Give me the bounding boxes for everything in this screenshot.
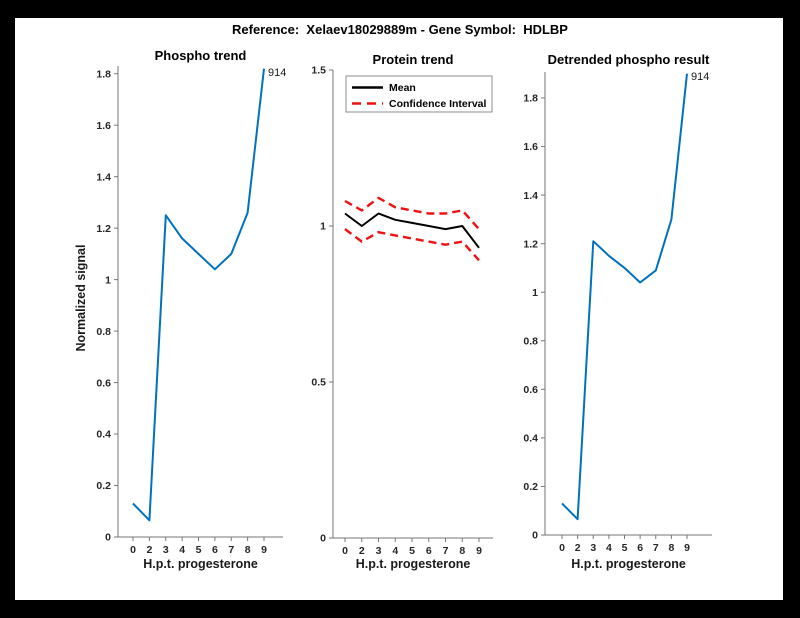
phospho-trend-chart: 00.20.40.60.811.21.41.61.80 2 3 4 5 6 7 8 9 — [96, 66, 283, 556]
figure-panel: 0 0.2 0.4 0.6 0.8 1 1.2 1.4 1.6 1.8 0 2 3 4 5 6 7 8 9 0 0.5… — [15, 18, 783, 600]
y-tick-label: 1 — [320, 221, 326, 233]
x-axis-label: H.p.t. progesterone — [356, 557, 471, 571]
x-tick-label: 2 — [575, 542, 581, 554]
detrended-phospho-chart: 00.20.40.60.811.21.41.61.80 2 3 4 5 6 7 8 9 — [523, 72, 712, 554]
y-tick-label: 0.8 — [523, 335, 538, 347]
phospho-signal-line — [132, 68, 265, 522]
x-tick-label: 3 — [163, 544, 169, 556]
x-tick-label: 5 — [196, 544, 202, 556]
x-tick-label: 5 — [622, 542, 628, 554]
x-tick-label: 6 — [212, 544, 218, 556]
x-tick-label: 6 — [426, 545, 432, 557]
y-tick-label: 1.8 — [523, 93, 538, 105]
y-tick-label: 0.6 — [96, 377, 111, 389]
x-tick-label: 4 — [606, 542, 612, 554]
legend-ci-label: Confidence Interval — [389, 98, 487, 110]
x-tick-label: 0 — [130, 544, 136, 556]
detrended-phospho-title: Detrended phospho result — [548, 52, 710, 67]
x-tick-label: 8 — [245, 544, 251, 556]
y-tick-label: 0 — [105, 532, 111, 544]
y-tick-label: 1.4 — [96, 171, 111, 183]
detrended-endpoint-annotation: 914 — [691, 71, 709, 83]
y-tick-label: 1.2 — [523, 238, 538, 250]
y-tick-label: 0.4 — [96, 429, 111, 441]
detrended-phospho-signal-line — [561, 73, 688, 521]
x-axis-label: H.p.t. progesterone — [571, 557, 686, 571]
x-tick-label: 4 — [179, 544, 185, 556]
confidence-interval-lower-line — [344, 228, 480, 262]
phospho-endpoint-annotation: 914 — [268, 67, 286, 79]
y-tick-label: 1.6 — [523, 141, 538, 153]
y-tick-label: 0.6 — [523, 384, 538, 396]
legend-box — [345, 75, 493, 113]
figure-suptitle: Reference: Xelaev18029889m - Gene Symbol… — [232, 22, 568, 37]
phospho-trend-title: Phospho trend — [155, 48, 247, 63]
y-tick-label: 1.2 — [96, 223, 111, 235]
x-tick-label: 8 — [459, 545, 465, 557]
x-tick-label: 6 — [637, 542, 643, 554]
figure-plots-svg: 00.20.40.60.811.21.41.61.80 2 3 4 5 6 7 8 9 00.5… — [74, 48, 712, 571]
y-tick-label: 0.8 — [96, 326, 111, 338]
x-tick-label: 2 — [359, 545, 365, 557]
x-tick-label: 5 — [409, 545, 415, 557]
x-tick-label: 0 — [559, 542, 565, 554]
x-axis-label: H.p.t. progesterone — [143, 557, 258, 571]
x-tick-label: 2 — [146, 544, 152, 556]
x-tick-label: 3 — [376, 545, 382, 557]
x-tick-label: 7 — [443, 545, 449, 557]
x-tick-label: 9 — [684, 542, 690, 554]
y-tick-label: 0 — [320, 533, 326, 545]
confidence-interval-upper-line — [344, 196, 480, 230]
x-tick-label: 7 — [228, 544, 234, 556]
y-tick-label: 1.4 — [523, 190, 538, 202]
y-tick-label: 0.2 — [523, 481, 538, 493]
x-tick-label: 3 — [590, 542, 596, 554]
x-tick-label: 4 — [392, 545, 398, 557]
y-tick-label: 1.8 — [96, 68, 111, 80]
y-tick-label: 0.2 — [96, 480, 111, 492]
legend: Mean Confidence Interval — [345, 75, 493, 113]
y-tick-label: 1 — [105, 274, 111, 286]
x-tick-label: 0 — [342, 545, 348, 557]
y-tick-label: 0.5 — [311, 377, 326, 389]
x-tick-label: 9 — [261, 544, 267, 556]
y-tick-label: 0 — [532, 530, 538, 542]
y-tick-label: 1 — [532, 287, 538, 299]
x-tick-label: 9 — [476, 545, 482, 557]
y-tick-label: 1.6 — [96, 120, 111, 132]
x-tick-label: 7 — [653, 542, 659, 554]
mean-line — [344, 212, 480, 249]
y-tick-label: 0.4 — [523, 433, 538, 445]
y-axis-label: Normalized signal — [74, 245, 88, 352]
protein-trend-chart: 00.511.50 2 3 4 5 6 7 8 9 — [311, 65, 493, 557]
legend-mean-label: Mean — [389, 82, 416, 94]
y-tick-label: 1.5 — [311, 65, 326, 77]
x-tick-label: 8 — [668, 542, 674, 554]
protein-trend-title: Protein trend — [373, 52, 454, 67]
